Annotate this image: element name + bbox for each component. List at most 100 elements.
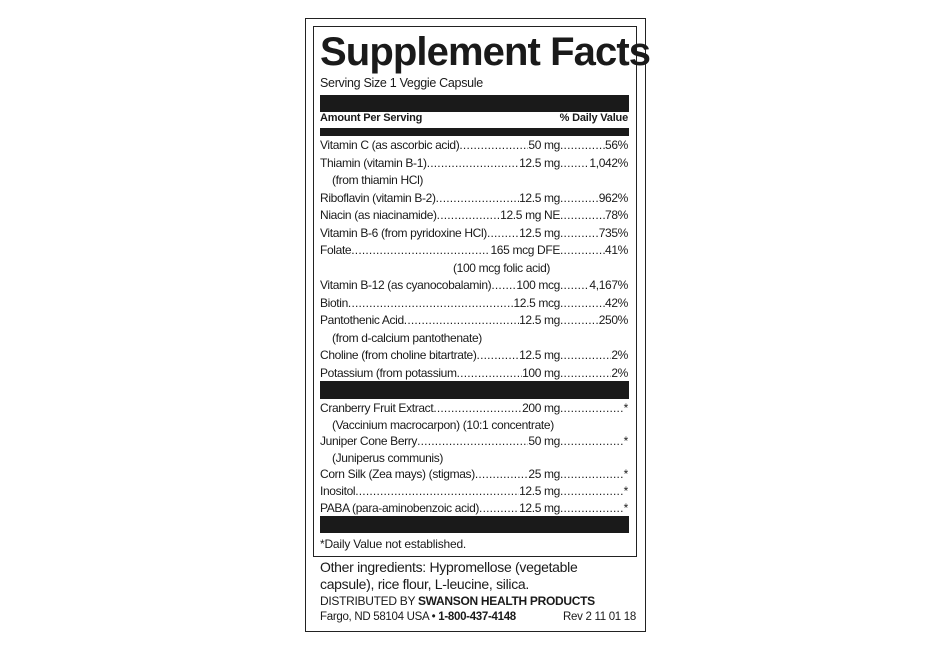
dot-leader: [560, 365, 611, 383]
supplement-facts-box: [313, 26, 637, 557]
nutrient-dv: 250%: [598, 313, 628, 327]
nutrient-row: Pantothenic Acid 12.5 mg 250%: [320, 312, 628, 330]
nutrient-dv: 735%: [598, 225, 628, 240]
nutrient-name: Niacin (as niacinamide): [320, 208, 437, 222]
dot-leader: [491, 277, 516, 295]
label-outer-border: [305, 18, 646, 632]
dot-leader: [351, 242, 490, 260]
amount-header: Amount Per Serving: [320, 112, 423, 124]
nutrient-amount: 25 mg: [528, 467, 560, 482]
dot-leader: [457, 365, 522, 383]
nutrient-name: Potassium (from potassium: [320, 365, 457, 380]
nutrient-amount: 100 mcg: [516, 278, 560, 292]
nutrient-amount: 50 mg: [528, 434, 560, 449]
divider-bar: [320, 381, 629, 399]
nutrient-row: Potassium (from potassium 100 mg 2%: [320, 365, 628, 383]
other-ingredients-list: Cranberry Fruit Extract 200 mg * (Vaccinium…: [320, 400, 628, 516]
dot-leader: [560, 207, 605, 225]
dot-leader: [560, 225, 599, 243]
dot-leader: [560, 190, 599, 208]
dot-leader: [459, 137, 528, 155]
dot-leader: [436, 190, 519, 208]
nutrient-dv: *: [623, 401, 628, 415]
dot-leader: [560, 500, 624, 517]
nutrient-source: (from thiamin HCl): [332, 173, 424, 187]
nutrient-name: PABA (para-aminobenzoic acid): [320, 500, 480, 515]
distributor-name: SWANSON HEALTH PRODUCTS: [417, 594, 595, 608]
nutrient-row: Niacin (as niacinamide) 12.5 mg NE 78%: [320, 207, 628, 225]
vitamins-list: Vitamin C (as ascorbic acid) 50 mg 56% Thia…: [320, 137, 628, 400]
dot-leader: [433, 400, 522, 417]
nutrient-row: Corn Silk (Zea mays) (stigmas) 25 mg *: [320, 466, 628, 483]
nutrient-name: Biotin: [320, 295, 348, 310]
nutrient-name: Corn Silk (Zea mays) (stigmas): [320, 467, 475, 482]
nutrient-row: Vitamin B-12 (as cyanocobalamin) 100 mcg 4…: [320, 277, 628, 295]
nutrient-name: Thiamin (vitamin B-1): [320, 155, 427, 170]
distributor-prefix: DISTRIBUTED BY: [320, 594, 418, 608]
nutrient-source: (Vaccinium macrocarpon) (10:1 concentrat…: [332, 417, 554, 432]
nutrient-dv: 78%: [605, 208, 628, 222]
dot-leader: [560, 295, 605, 313]
nutrient-name: Vitamin C (as ascorbic acid): [320, 138, 460, 152]
nutrient-name: Juniper Cone Berry: [320, 434, 418, 449]
footnote: *Daily Value not established.: [320, 537, 467, 551]
nutrient-amount: 12.5 mg: [519, 190, 560, 205]
nutrient-row: Folate 165 mcg DFE 41%: [320, 242, 628, 260]
dot-leader: [560, 312, 599, 330]
phone: 1-800-437-4148: [438, 611, 516, 623]
nutrient-dv: *: [623, 500, 628, 515]
dot-leader: [560, 155, 589, 173]
dot-leader: [560, 483, 624, 500]
nutrient-dv: 2%: [611, 365, 628, 380]
nutrient-row: Cranberry Fruit Extract 200 mg *: [320, 400, 628, 417]
nutrient-amount: 200 mg: [522, 401, 560, 415]
dot-leader: [487, 225, 519, 243]
nutrient-row: Juniper Cone Berry 50 mg *: [320, 433, 628, 450]
nutrient-name: Cranberry Fruit Extract: [320, 401, 434, 415]
divider-bar: [320, 95, 629, 112]
nutrient-amount: 12.5 mg: [519, 348, 560, 362]
dot-leader: [437, 207, 500, 225]
nutrient-amount: 12.5 mg: [519, 155, 560, 170]
revision: Rev 2 11 01 18: [563, 611, 636, 623]
nutrient-name: Folate: [320, 243, 352, 257]
nutrient-source: (100 mcg folic acid): [453, 260, 551, 275]
nutrient-name: Choline (from choline bitartrate): [320, 348, 477, 362]
nutrient-amount: 50 mg: [528, 138, 560, 152]
serving-size: Serving Size 1 Veggie Capsule: [320, 76, 483, 90]
dot-leader: [479, 500, 519, 517]
nutrient-amount: 12.5 mg: [519, 500, 560, 515]
nutrient-dv: 962%: [598, 190, 628, 205]
nutrient-row: Choline (from choline bitartrate) 12.5 mg…: [320, 347, 628, 365]
nutrient-row: Inositol 12.5 mg *: [320, 483, 628, 500]
nutrient-dv: *: [623, 467, 628, 482]
column-header: Amount Per Serving % Daily Value: [320, 112, 628, 124]
nutrient-row: PABA (para-aminobenzoic acid) 12.5 mg *: [320, 500, 628, 517]
dot-leader: [560, 137, 605, 155]
dot-leader: [560, 277, 589, 295]
dot-leader: [475, 466, 529, 483]
dot-leader: [417, 433, 528, 450]
nutrient-source: (Juniperus communis): [332, 450, 444, 465]
page-title: Supplement Facts: [320, 30, 651, 74]
nutrient-amount: 12.5 mg: [519, 225, 560, 240]
dot-leader: [560, 347, 611, 365]
nutrient-dv: 56%: [605, 138, 628, 152]
nutrient-name: Vitamin B-6 (from pyridoxine HCl): [320, 225, 487, 240]
dot-leader: [477, 347, 520, 365]
dot-leader: [404, 312, 519, 330]
nutrient-row: Thiamin (vitamin B-1) 12.5 mg 1,042%: [320, 155, 628, 173]
nutrient-source: (from d-calcium pantothenate): [332, 330, 482, 345]
nutrient-dv: 42%: [605, 295, 628, 310]
nutrient-dv: *: [623, 434, 628, 449]
dot-leader: [560, 400, 624, 417]
address-line: Fargo, ND 58104 USA • 1-800-437-4148 Rev…: [320, 611, 636, 623]
nutrient-row: Vitamin B-6 (from pyridoxine HCl) 12.5 mg…: [320, 225, 628, 243]
dot-leader: [560, 466, 624, 483]
nutrient-name: Riboflavin (vitamin B-2): [320, 190, 436, 205]
nutrient-row: Vitamin C (as ascorbic acid) 50 mg 56%: [320, 137, 628, 155]
dot-leader: [427, 155, 519, 173]
nutrient-dv: 41%: [605, 243, 628, 257]
nutrient-row: Riboflavin (vitamin B-2) 12.5 mg 962%: [320, 190, 628, 208]
nutrient-name: Vitamin B-12 (as cyanocobalamin): [320, 278, 492, 292]
